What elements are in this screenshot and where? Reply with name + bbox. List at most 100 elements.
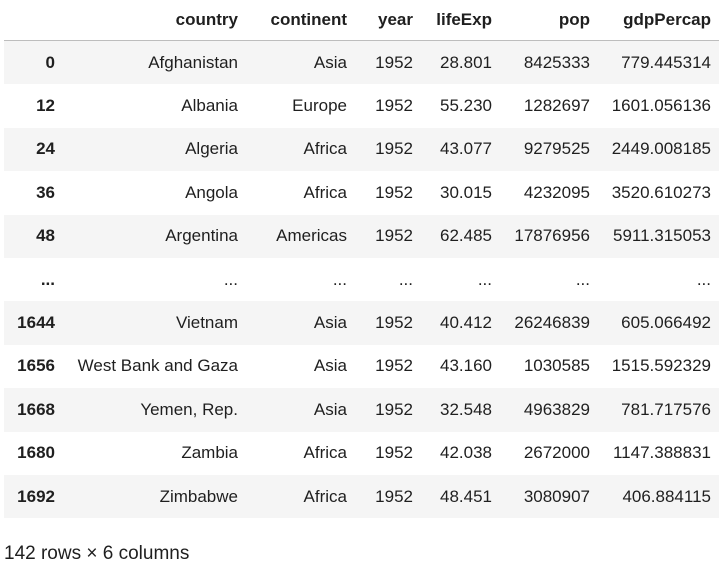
- header-continent: continent: [248, 0, 357, 41]
- cell-country: ...: [223, 269, 238, 289]
- row-index: 1656: [17, 356, 55, 376]
- table-row: 1644 Vietnam Asia 1952 40.412 26246839 6…: [4, 301, 719, 345]
- cell-year: 1952: [375, 356, 413, 376]
- table-row: 0 Afghanistan Asia 1952 28.801 8425333 7…: [4, 40, 719, 85]
- cell-pop: 3080907: [523, 486, 590, 506]
- table-header: country continent year lifeExp pop gdpPe…: [4, 0, 719, 41]
- cell-country: Zambia: [181, 443, 238, 463]
- cell-gdppercap: ...: [696, 269, 711, 289]
- cell-gdppercap: 779.445314: [621, 52, 711, 72]
- cell-gdppercap: 1147.388831: [612, 443, 711, 463]
- table-row: 36 Angola Africa 1952 30.015 4232095 352…: [4, 171, 719, 215]
- table-row: 1656 West Bank and Gaza Asia 1952 43.160…: [4, 344, 719, 389]
- cell-country: Zimbabwe: [159, 486, 238, 506]
- cell-country: Argentina: [165, 226, 238, 246]
- row-index: 24: [36, 139, 55, 159]
- cell-country: Vietnam: [175, 313, 238, 333]
- cell-gdppercap: 406.884115: [622, 486, 711, 506]
- cell-pop: 1282697: [523, 96, 590, 116]
- cell-country: Albania: [181, 96, 238, 116]
- row-index: 1692: [17, 486, 55, 506]
- cell-year: 1952: [375, 52, 413, 72]
- row-index: 1680: [17, 443, 55, 463]
- cell-gdppercap: 781.717576: [621, 399, 711, 419]
- cell-continent: Asia: [313, 313, 347, 333]
- row-index: ...: [40, 269, 55, 289]
- table-shape-summary: 142 rows × 6 columns: [4, 543, 190, 564]
- cell-continent: Africa: [303, 443, 347, 463]
- cell-year: 1952: [375, 139, 413, 159]
- cell-lifeexp: 32.548: [440, 399, 492, 419]
- row-index: 48: [36, 226, 55, 246]
- cell-lifeexp: 43.160: [440, 356, 492, 376]
- table-row: 1680 Zambia Africa 1952 42.038 2672000 1…: [4, 431, 719, 475]
- cell-year: 1952: [375, 399, 413, 419]
- cell-pop: 26246839: [514, 313, 590, 333]
- cell-lifeexp: ...: [477, 269, 492, 289]
- cell-lifeexp: 28.801: [440, 52, 492, 72]
- cell-pop: 8425333: [523, 52, 590, 72]
- cell-lifeexp: 43.077: [440, 139, 492, 159]
- cell-pop: 9279525: [523, 139, 590, 159]
- cell-continent: Asia: [313, 52, 347, 72]
- row-index: 12: [36, 96, 55, 116]
- cell-pop: 1030585: [523, 356, 590, 376]
- table-body: 0 Afghanistan Asia 1952 28.801 8425333 7…: [4, 40, 719, 519]
- cell-lifeexp: 40.412: [440, 313, 492, 333]
- cell-year: 1952: [375, 96, 413, 116]
- table-row: 24 Algeria Africa 1952 43.077 9279525 24…: [4, 127, 719, 172]
- row-index: 36: [36, 182, 55, 202]
- dataframe-table: country continent year lifeExp pop gdpPe…: [4, 0, 719, 519]
- cell-gdppercap: 2449.008185: [611, 139, 711, 159]
- cell-pop: 4232095: [523, 182, 590, 202]
- header-country: country: [65, 0, 248, 41]
- cell-gdppercap: 1601.056136: [611, 96, 711, 116]
- cell-continent: Asia: [313, 356, 347, 376]
- cell-year: 1952: [375, 486, 413, 506]
- cell-lifeexp: 55.230: [440, 96, 492, 116]
- cell-country: Afghanistan: [148, 52, 238, 72]
- cell-continent: Africa: [303, 182, 347, 202]
- cell-pop: ...: [575, 269, 590, 289]
- cell-country: West Bank and Gaza: [77, 356, 238, 376]
- cell-year: 1952: [375, 226, 413, 246]
- cell-gdppercap: 5911.315053: [612, 226, 711, 246]
- header-index: [4, 0, 65, 41]
- table-row: 48 Argentina Americas 1952 62.485 178769…: [4, 214, 719, 258]
- cell-gdppercap: 3520.610273: [611, 182, 711, 202]
- cell-year: ...: [398, 269, 413, 289]
- table-row: 12 Albania Europe 1952 55.230 1282697 16…: [4, 84, 719, 128]
- header-pop: pop: [502, 0, 600, 41]
- cell-year: 1952: [375, 182, 413, 202]
- table-row-ellipsis: ... ... ... ... ... ... ...: [4, 257, 719, 302]
- cell-year: 1952: [375, 313, 413, 333]
- cell-pop: 4963829: [523, 399, 590, 419]
- header-gdppercap: gdpPercap: [600, 0, 719, 41]
- cell-continent: Asia: [313, 399, 347, 419]
- cell-continent: Africa: [303, 486, 347, 506]
- cell-lifeexp: 48.451: [440, 486, 492, 506]
- cell-pop: 17876956: [514, 226, 590, 246]
- cell-lifeexp: 30.015: [440, 182, 492, 202]
- table-row: 1668 Yemen, Rep. Asia 1952 32.548 496382…: [4, 388, 719, 432]
- cell-lifeexp: 62.485: [440, 226, 492, 246]
- cell-continent: Africa: [303, 139, 347, 159]
- cell-pop: 2672000: [523, 443, 590, 463]
- row-index: 1644: [17, 313, 55, 333]
- cell-country: Algeria: [185, 139, 238, 159]
- row-index: 0: [45, 52, 55, 72]
- cell-lifeexp: 42.038: [440, 443, 492, 463]
- header-year: year: [357, 0, 423, 41]
- cell-country: Angola: [185, 182, 238, 202]
- cell-continent: ...: [332, 269, 347, 289]
- row-index: 1668: [17, 399, 55, 419]
- cell-gdppercap: 605.066492: [621, 313, 711, 333]
- cell-year: 1952: [375, 443, 413, 463]
- header-lifeexp: lifeExp: [423, 0, 502, 41]
- header-row: country continent year lifeExp pop gdpPe…: [4, 0, 719, 41]
- cell-continent: Americas: [276, 226, 347, 246]
- cell-country: Yemen, Rep.: [140, 399, 238, 419]
- cell-continent: Europe: [292, 96, 347, 116]
- cell-gdppercap: 1515.592329: [611, 356, 711, 376]
